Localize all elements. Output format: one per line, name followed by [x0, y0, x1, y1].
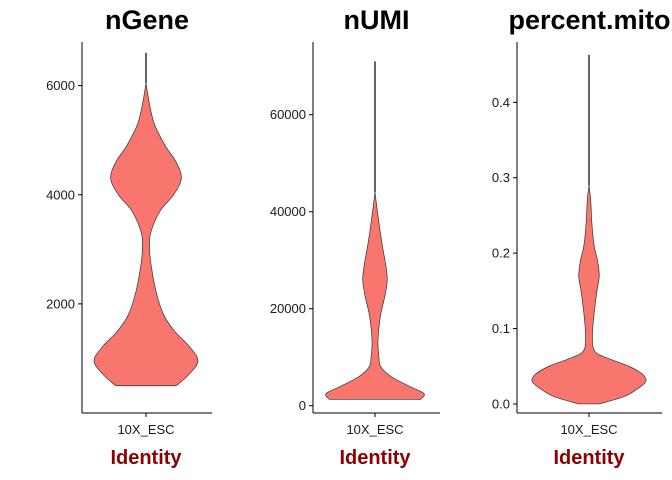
ngene-panel: nGene 2000 4000 6000 10X_ESC Identity — [46, 5, 212, 469]
ngene-x-tick-label: 10X_ESC — [117, 422, 174, 437]
percent-mito-y-tick-label: 0.4 — [492, 95, 510, 110]
percent-mito-y-tick-label: 0.1 — [492, 321, 510, 336]
percent-mito-x-tick-label: 10X_ESC — [560, 422, 617, 437]
numi-title: nUMI — [344, 5, 410, 35]
ngene-y-tick-label: 2000 — [46, 296, 75, 311]
numi-x-tick-label: 10X_ESC — [346, 422, 403, 437]
numi-violin-group — [325, 61, 425, 400]
numi-y-ticks: 0 20000 40000 60000 — [270, 107, 313, 413]
numi-panel: nUMI 0 20000 40000 60000 10X_ESC Identity — [270, 5, 440, 469]
percent-mito-y-ticks: 0.0 0.1 0.2 0.3 0.4 — [492, 95, 517, 411]
ngene-title: nGene — [105, 5, 189, 35]
numi-y-tick-label: 20000 — [270, 301, 306, 316]
numi-y-tick-label: 40000 — [270, 204, 306, 219]
ngene-y-ticks: 2000 4000 6000 — [46, 78, 82, 311]
percent-mito-x-axis-title: Identity — [553, 447, 625, 469]
numi-violin — [325, 189, 425, 400]
percent-mito-y-tick-label: 0.3 — [492, 170, 510, 185]
percent-mito-panel: percent.mito 0.0 0.1 0.2 0.3 0.4 10X_ESC Ide… — [492, 5, 671, 469]
percent-mito-y-tick-label: 0.0 — [492, 396, 510, 411]
numi-y-tick-label: 0 — [299, 398, 306, 413]
ngene-violin — [93, 80, 199, 387]
numi-x-axis-title: Identity — [339, 447, 411, 469]
percent-mito-violin — [531, 183, 647, 405]
ngene-violin-group — [93, 52, 199, 387]
ngene-x-axis-title: Identity — [110, 447, 182, 469]
percent-mito-violin-group — [531, 54, 647, 405]
ngene-y-tick-label: 6000 — [46, 78, 75, 93]
numi-y-tick-label: 60000 — [270, 107, 306, 122]
ngene-y-tick-label: 4000 — [46, 187, 75, 202]
percent-mito-y-tick-label: 0.2 — [492, 246, 510, 261]
percent-mito-title: percent.mito — [508, 5, 670, 35]
